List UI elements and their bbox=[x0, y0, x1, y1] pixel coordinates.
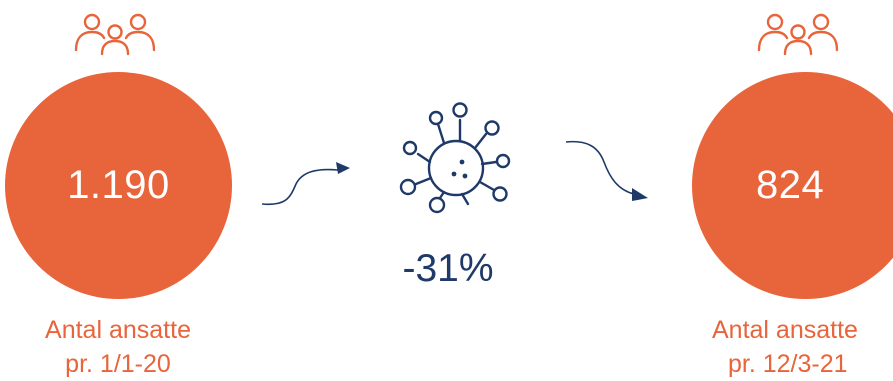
end-count-circle: 824 bbox=[692, 72, 893, 299]
end-caption-line1: Antal ansatte bbox=[712, 316, 858, 344]
start-count-circle: 1.190 bbox=[5, 72, 232, 299]
people-group-icon bbox=[74, 13, 156, 56]
people-group-icon bbox=[757, 13, 839, 56]
virus-icon bbox=[399, 102, 511, 214]
change-percentage: -31% bbox=[402, 247, 494, 290]
end-caption-line2: pr. 12/3-21 bbox=[728, 350, 848, 378]
start-caption-line1: Antal ansatte bbox=[45, 316, 191, 344]
end-caption: Antal ansatte pr. 12/3-21 bbox=[700, 313, 893, 381]
end-count-value: 824 bbox=[756, 163, 825, 207]
start-count-value: 1.190 bbox=[67, 163, 170, 207]
up-curved-arrow-icon bbox=[261, 162, 350, 206]
start-caption-line2: pr. 1/1-20 bbox=[65, 350, 171, 378]
start-caption: Antal ansatte pr. 1/1-20 bbox=[13, 313, 223, 381]
down-curved-arrow-icon bbox=[565, 140, 648, 201]
